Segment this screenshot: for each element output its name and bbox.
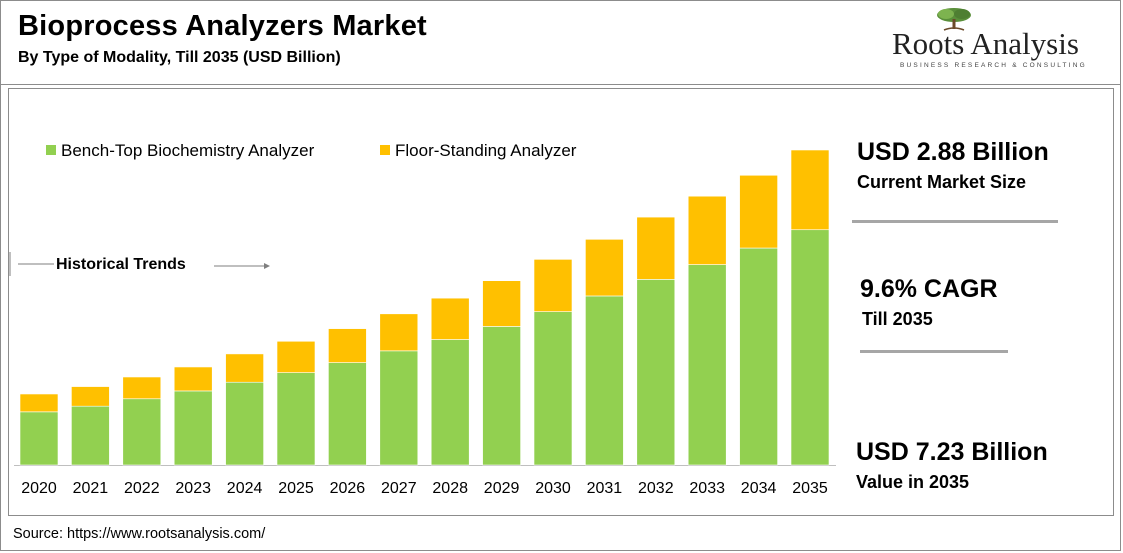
legend-label-floor-standing: Floor-Standing Analyzer	[395, 141, 577, 160]
bar-bench-top-2020	[19, 411, 59, 466]
x-tick-label-2026: 2026	[330, 480, 366, 497]
x-tick-label-2028: 2028	[432, 480, 468, 497]
bar-bench-top-2023	[173, 390, 213, 466]
bar-bench-top-2021	[71, 405, 110, 466]
bar-floor-standing-2026	[328, 328, 367, 363]
legend-swatch-floor-standing	[380, 145, 390, 155]
x-tick-label-2032: 2032	[638, 480, 674, 497]
future-value: USD 7.23 Billion	[856, 438, 1048, 466]
x-tick-label-2021: 2021	[73, 480, 109, 497]
x-tick-label-2023: 2023	[175, 480, 211, 497]
bar-bench-top-2027	[379, 350, 419, 466]
bar-floor-standing-2033	[687, 195, 727, 265]
x-tick-label-2029: 2029	[484, 480, 520, 497]
kpi-divider-1	[852, 220, 1058, 223]
bar-floor-standing-2023	[173, 366, 213, 392]
legend-label-bench-top: Bench-Top Biochemistry Analyzer	[61, 141, 315, 160]
bar-bench-top-2031	[585, 295, 624, 466]
bar-bench-top-2034	[739, 247, 778, 466]
current-market-size-label: Current Market Size	[857, 172, 1027, 192]
chart-subtitle: By Type of Modality, Till 2035 (USD Bill…	[18, 49, 341, 66]
x-tick-label-2030: 2030	[535, 480, 571, 497]
x-tick-label-2022: 2022	[124, 480, 160, 497]
current-market-size-value: USD 2.88 Billion	[857, 138, 1049, 166]
bar-floor-standing-2028	[430, 297, 470, 340]
tree-icon	[937, 8, 971, 31]
bar-bench-top-2030	[533, 311, 573, 466]
logo: Roots Analysis BUSINESS RESEARCH & CONSU…	[892, 6, 1102, 72]
bar-bench-top-2026	[328, 362, 367, 466]
bar-floor-standing-2029	[482, 280, 521, 327]
bar-floor-standing-2021	[71, 386, 110, 407]
chart-title: Bioprocess Analyzers Market	[18, 10, 427, 42]
x-tick-label-2031: 2031	[587, 480, 623, 497]
bar-floor-standing-2034	[739, 174, 778, 249]
chart-panel	[8, 88, 1114, 516]
historical-trends-arrow	[9, 252, 270, 276]
bar-floor-standing-2025	[276, 340, 316, 373]
x-tick-label-2033: 2033	[689, 480, 725, 497]
kpi-divider-2	[860, 350, 1008, 353]
bar-bench-top-2035	[790, 229, 830, 466]
bar-bench-top-2029	[482, 326, 521, 466]
x-tick-label-2035: 2035	[792, 480, 828, 497]
bar-floor-standing-2022	[122, 376, 162, 400]
future-value-label: Value in 2035	[856, 472, 970, 492]
bar-bench-top-2024	[225, 381, 264, 466]
x-tick-label-2027: 2027	[381, 480, 417, 497]
legend-swatch-bench-top	[46, 145, 56, 155]
x-tick-label-2024: 2024	[227, 480, 263, 497]
x-tick-label-2020: 2020	[21, 480, 57, 497]
bar-bench-top-2033	[687, 264, 727, 466]
bar-floor-standing-2032	[636, 216, 676, 280]
historical-trends-label: Historical Trends	[56, 256, 186, 273]
bar-floor-standing-2035	[790, 149, 830, 231]
cagr-label: Till 2035	[862, 309, 933, 329]
x-tick-label-2034: 2034	[741, 480, 777, 497]
bar-floor-standing-2024	[225, 353, 264, 383]
logo-tagline: BUSINESS RESEARCH & CONSULTING	[900, 62, 1087, 69]
bar-bench-top-2022	[122, 398, 162, 466]
cagr-value: 9.6% CAGR	[860, 275, 998, 303]
bar-bench-top-2025	[276, 372, 316, 466]
bar-bench-top-2032	[636, 279, 676, 466]
bar-floor-standing-2031	[585, 239, 624, 297]
header-divider	[0, 84, 1121, 85]
bar-floor-standing-2030	[533, 259, 573, 312]
bar-floor-standing-2027	[379, 313, 419, 352]
bar-bench-top-2028	[430, 339, 470, 466]
logo-name: Roots Analysis	[892, 26, 1079, 61]
x-tick-label-2025: 2025	[278, 480, 314, 497]
bar-floor-standing-2020	[19, 393, 59, 413]
source-note: Source: https://www.rootsanalysis.com/	[13, 526, 266, 542]
